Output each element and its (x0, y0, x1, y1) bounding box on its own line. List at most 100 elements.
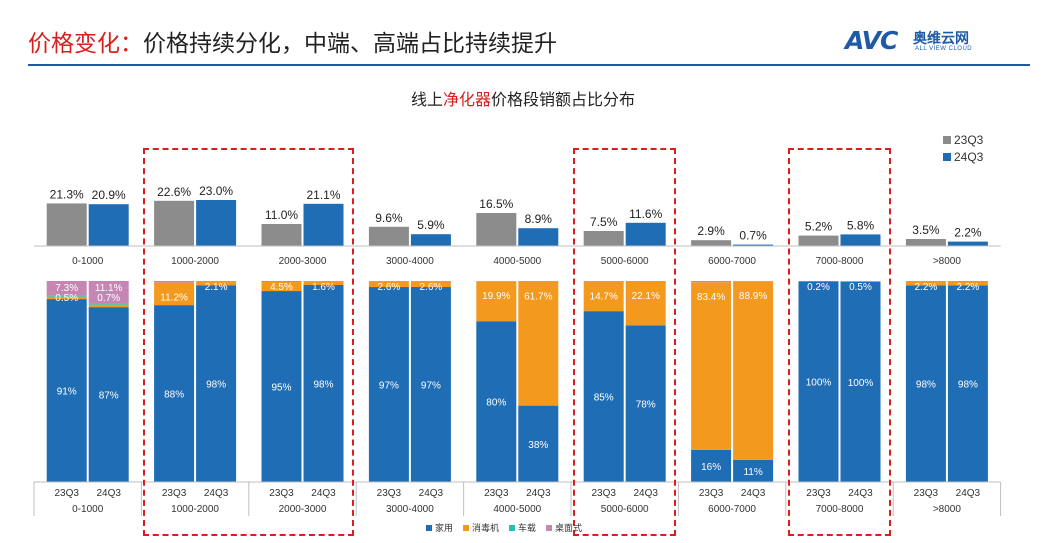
stacked-segment (368, 281, 409, 288)
legend-label-24q3: 24Q3 (954, 149, 984, 164)
stacked-label: 7.3% (55, 283, 78, 294)
legend-swatch-home (426, 524, 432, 531)
stacked-label: 11% (743, 467, 762, 478)
stacked-segment (625, 281, 666, 326)
stacked-segment (261, 282, 302, 292)
stacked-segment (518, 281, 559, 282)
stacked-label: 91% (57, 387, 77, 398)
top-bar (905, 239, 946, 246)
stacked-label: 0.2% (807, 282, 830, 293)
top-bar (154, 200, 195, 246)
stacked-segment (261, 281, 302, 283)
period-label: 24Q3 (96, 488, 121, 499)
stacked-label: 88.9% (739, 291, 767, 302)
logo-english-name: ALL VIEW CLOUD (915, 46, 973, 52)
stacked-label: 2.1% (205, 282, 228, 293)
stacked-label: 2.6% (420, 282, 443, 293)
top-category-label: 1000-2000 (171, 256, 219, 267)
period-label: 23Q3 (484, 488, 509, 499)
top-bar (410, 234, 451, 246)
bottom-chart-legend: 家用 消毒机 车载 桌面式 (426, 521, 582, 534)
period-label: 23Q3 (269, 488, 294, 499)
top-category-label: 3000-4000 (386, 256, 434, 267)
period-label: 23Q3 (914, 488, 939, 499)
highlight-box (787, 148, 892, 536)
top-bar (303, 203, 344, 246)
stacked-segment (303, 285, 344, 482)
stacked-label: 0.7% (97, 293, 120, 304)
stacked-segment (840, 282, 881, 482)
stacked-segment (154, 282, 195, 306)
period-label: 24Q3 (311, 488, 336, 499)
top-bar-label: 11.0% (265, 208, 298, 222)
stacked-segment (410, 287, 451, 482)
top-bar-label: 21.3% (50, 187, 84, 201)
top-bar-label: 7.5% (590, 215, 618, 229)
stacked-label: 2.2% (915, 282, 938, 293)
legend-label-car: 车载 (518, 524, 537, 534)
top-bar-label: 5.8% (847, 218, 875, 232)
stacked-label: 11.2% (160, 293, 188, 304)
legend-item-desktop: 桌面式 (546, 521, 582, 534)
top-bar-label: 9.6% (375, 211, 403, 225)
stacked-label: 85% (594, 393, 614, 404)
top-bar (798, 235, 839, 246)
stacked-segment (518, 405, 559, 482)
stacked-segment (947, 285, 988, 482)
legend-swatch-desktop (546, 524, 553, 531)
stacked-segment (583, 311, 624, 482)
stacked-segment (691, 282, 732, 450)
top-bar-label: 11.6% (629, 207, 662, 221)
top-bar (518, 228, 559, 246)
stacked-segment (840, 281, 881, 282)
legend-swatch-car (509, 524, 516, 531)
legend-swatch-gray (943, 135, 951, 144)
stacked-label: 61.7% (524, 292, 552, 303)
stacked-segment (625, 325, 666, 482)
period-label: 24Q3 (419, 488, 444, 499)
stacked-segment (518, 281, 559, 406)
top-category-label: 6000-7000 (708, 256, 756, 267)
logo-mark: AVC (845, 26, 898, 55)
period-label: 23Q3 (806, 488, 831, 499)
top-bar (691, 240, 732, 246)
chart-title-highlight: 净化器 (442, 90, 491, 109)
group-label: 1000-2000 (171, 504, 219, 515)
stacked-segment (947, 281, 988, 286)
legend-swatch-blue (943, 152, 951, 161)
period-label: 24Q3 (633, 488, 658, 499)
top-bar-label: 22.6% (157, 185, 191, 199)
top-bar-label: 3.5% (912, 223, 940, 237)
top-bar (840, 234, 881, 246)
period-label: 24Q3 (526, 488, 551, 499)
stacked-label: 95% (271, 383, 291, 394)
period-label: 23Q3 (591, 488, 616, 499)
legend-label-disinfect: 消毒机 (472, 524, 500, 534)
top-bar-label: 5.2% (805, 220, 833, 234)
stacked-segment (583, 281, 624, 312)
stacked-label: 98% (206, 380, 226, 391)
stacked-segment (691, 449, 732, 482)
stacked-label: 98% (313, 380, 333, 391)
stacked-label: 1.6% (312, 282, 335, 293)
top-bar (947, 241, 988, 246)
stacked-segment (154, 281, 195, 283)
top-category-label: 4000-5000 (493, 256, 541, 267)
top-bar-label: 23.0% (199, 184, 233, 198)
group-label: 0-1000 (72, 504, 104, 515)
stacked-label: 2.2% (957, 282, 980, 293)
stacked-segment (46, 299, 87, 482)
group-label: 7000-8000 (816, 504, 864, 515)
stacked-segment (583, 281, 624, 282)
period-label: 24Q3 (204, 488, 229, 499)
stacked-label: 98% (916, 380, 936, 391)
stacked-label: 19.9% (482, 291, 510, 302)
stacked-segment (88, 303, 129, 305)
top-bar-label: 21.1% (306, 188, 340, 202)
top-bar (46, 203, 87, 246)
stacked-label: 100% (848, 378, 874, 389)
stacked-segment (410, 281, 451, 288)
group-label: 2000-3000 (279, 504, 327, 515)
group-label: 4000-5000 (493, 504, 541, 515)
period-label: 23Q3 (699, 488, 724, 499)
